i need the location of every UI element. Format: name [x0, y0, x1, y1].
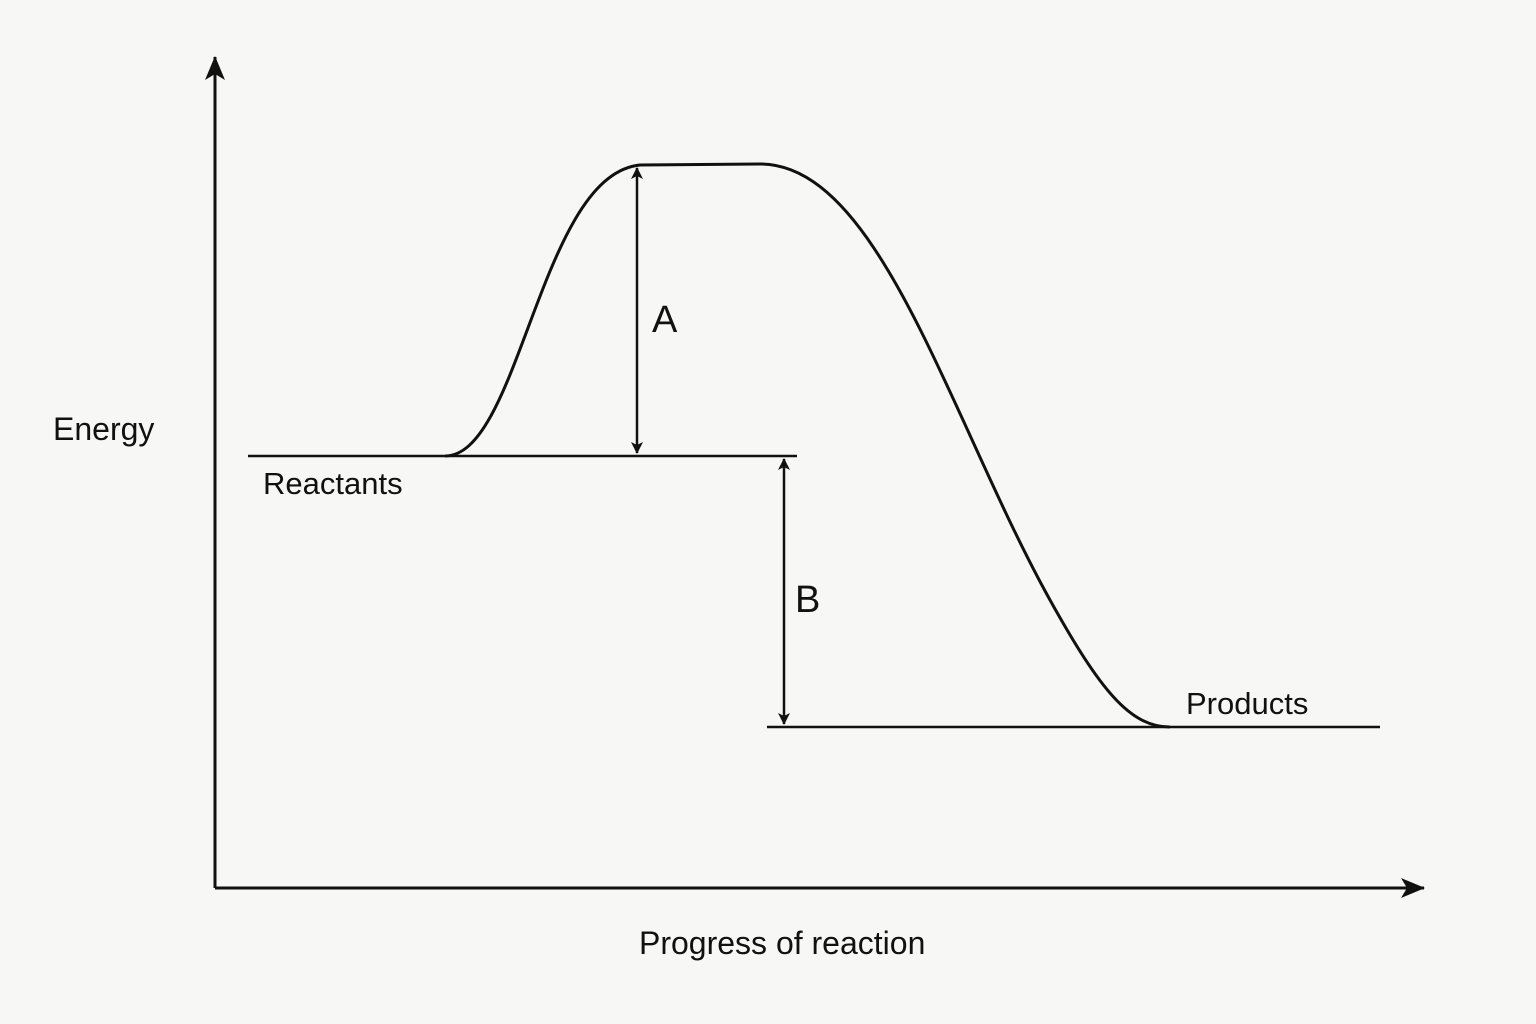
reactants-label: Reactants — [263, 466, 403, 501]
arrow-b-label: B — [795, 579, 820, 621]
products-label: Products — [1186, 686, 1308, 721]
arrow-a-label: A — [652, 299, 678, 341]
energy-curve — [444, 162, 1171, 729]
y-axis-label: Energy — [53, 411, 154, 447]
x-axis-label: Progress of reaction — [639, 925, 925, 961]
